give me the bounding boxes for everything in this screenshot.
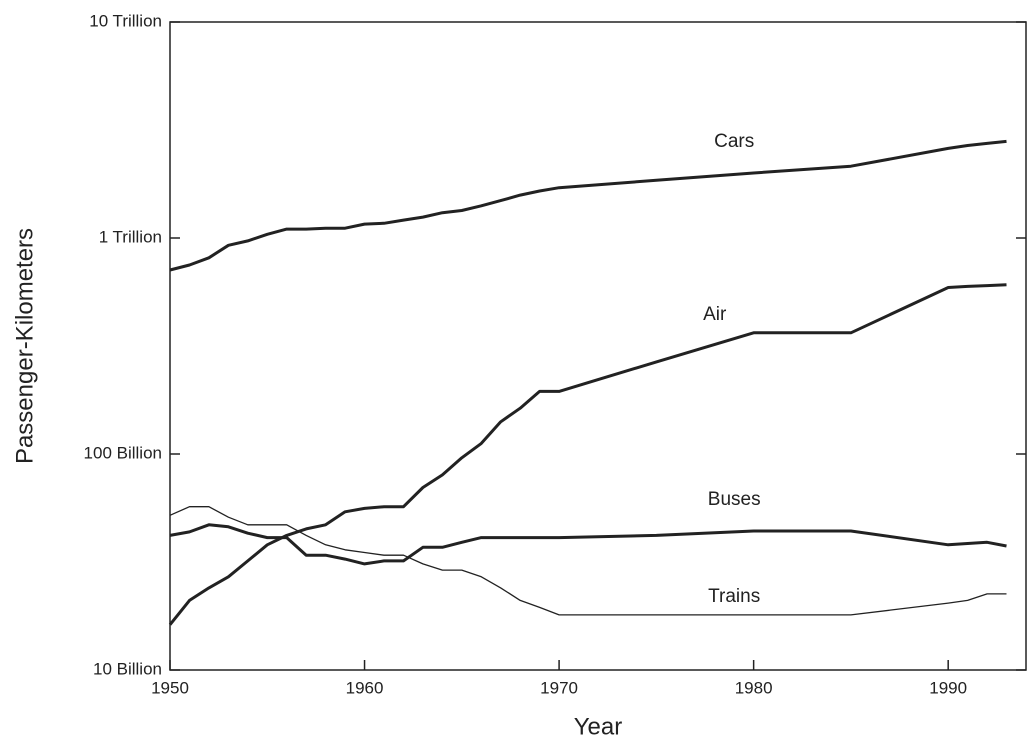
y-tick-label: 100 Billion [84, 443, 162, 462]
y-axis-title: Passenger-Kilometers [11, 228, 38, 464]
series-line [169, 523, 1007, 566]
x-tick-label: 1970 [540, 678, 578, 697]
series-line [169, 506, 1007, 616]
x-axis-title: Year [574, 713, 623, 740]
series-label: Buses [708, 489, 761, 510]
x-tick-label: 1990 [929, 678, 967, 697]
plot-frame [169, 21, 1027, 671]
x-tick-label: 1960 [346, 678, 384, 697]
y-tick-label: 10 Billion [93, 659, 162, 678]
series-line [169, 139, 1007, 272]
x-tick-label: 1950 [151, 678, 189, 697]
y-tick-label: 1 Trillion [99, 227, 162, 246]
y-tick-label: 10 Trillion [89, 11, 162, 30]
series-label: Cars [714, 131, 754, 152]
x-tick-label: 1980 [735, 678, 773, 697]
series-label: Trains [708, 586, 760, 607]
series-label: Air [703, 304, 727, 325]
series-line [168, 283, 1007, 626]
